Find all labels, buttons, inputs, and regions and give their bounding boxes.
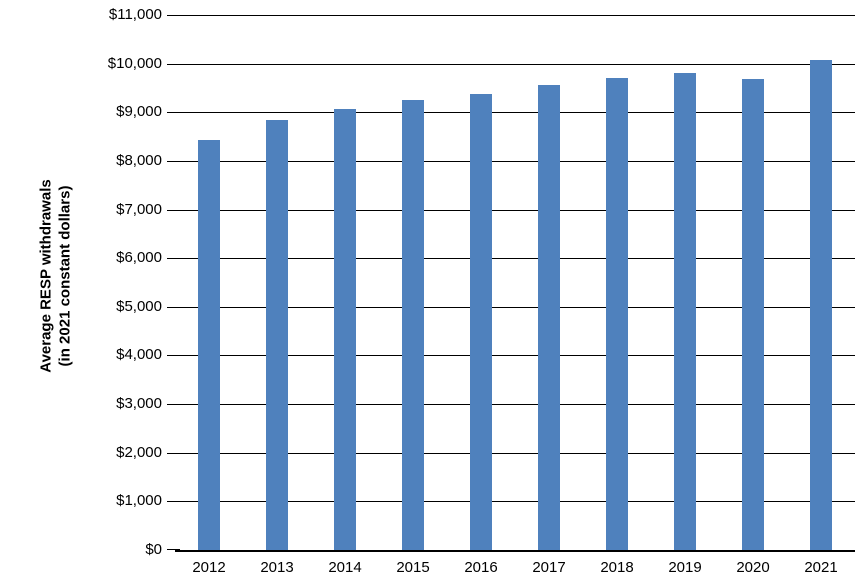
gridline <box>175 404 855 406</box>
y-tick-mark <box>167 258 180 260</box>
y-tick-mark <box>167 63 180 65</box>
x-tick-label: 2018 <box>600 559 634 576</box>
bar-2018 <box>606 78 628 550</box>
y-tick-label: $7,000 <box>116 200 162 218</box>
y-tick-label: $10,000 <box>107 54 162 72</box>
bar-2013 <box>266 120 288 550</box>
bar-2020 <box>742 78 764 550</box>
bar-2015 <box>402 100 424 550</box>
y-tick-mark <box>167 549 180 550</box>
gridline <box>175 160 855 162</box>
y-tick-mark <box>167 160 180 162</box>
gridline <box>175 15 855 16</box>
y-tick-label: $4,000 <box>116 346 162 364</box>
y-tick-label: $3,000 <box>116 395 162 413</box>
bar-2016 <box>470 94 492 550</box>
y-tick-label: $0 <box>145 541 162 558</box>
y-tick-label: $5,000 <box>116 297 162 315</box>
x-tick-label: 2019 <box>668 559 702 576</box>
gridline <box>175 306 855 308</box>
plot-area <box>167 15 855 552</box>
y-tick-mark <box>167 452 180 454</box>
bar-2019 <box>674 72 696 550</box>
x-tick-label: 2015 <box>396 559 430 576</box>
x-tick-label: 2013 <box>260 559 294 576</box>
x-tick-label: 2021 <box>804 559 838 576</box>
bar-2012 <box>198 140 220 550</box>
bar-2014 <box>334 108 356 550</box>
gridline <box>175 452 855 454</box>
gridline <box>175 209 855 211</box>
y-tick-label: $6,000 <box>116 249 162 267</box>
gridline <box>175 501 855 503</box>
y-tick-mark <box>167 355 180 357</box>
y-tick-mark <box>167 306 180 308</box>
y-tick-label: $2,000 <box>116 443 162 461</box>
y-tick-mark <box>167 112 180 114</box>
gridline <box>175 63 855 65</box>
x-tick-label: 2017 <box>532 559 566 576</box>
x-tick-label: 2014 <box>328 559 362 576</box>
bar-2021 <box>810 59 832 550</box>
y-tick-mark <box>167 501 180 503</box>
x-axis-labels: 2012 2013 2014 2015 2016 2017 2018 2019 2020 2021 <box>175 559 855 581</box>
gridline <box>175 112 855 114</box>
x-tick-label: 2020 <box>736 559 770 576</box>
x-tick-label: 2012 <box>192 559 226 576</box>
y-tick-label: $8,000 <box>116 151 162 169</box>
y-axis-tick-labels: $0 $1,000 $2,000 $3,000 $4,000 $5,000 $6,000 $7… <box>0 6 162 558</box>
y-tick-label: $1,000 <box>116 492 162 510</box>
gridline <box>175 258 855 260</box>
y-tick-mark <box>167 15 180 16</box>
y-tick-mark <box>167 404 180 406</box>
y-tick-label: $9,000 <box>116 103 162 121</box>
y-tick-label: $11,000 <box>108 6 162 23</box>
y-tick-mark <box>167 209 180 211</box>
gridline <box>175 355 855 357</box>
bar-2017 <box>538 85 560 550</box>
x-tick-label: 2016 <box>464 559 498 576</box>
